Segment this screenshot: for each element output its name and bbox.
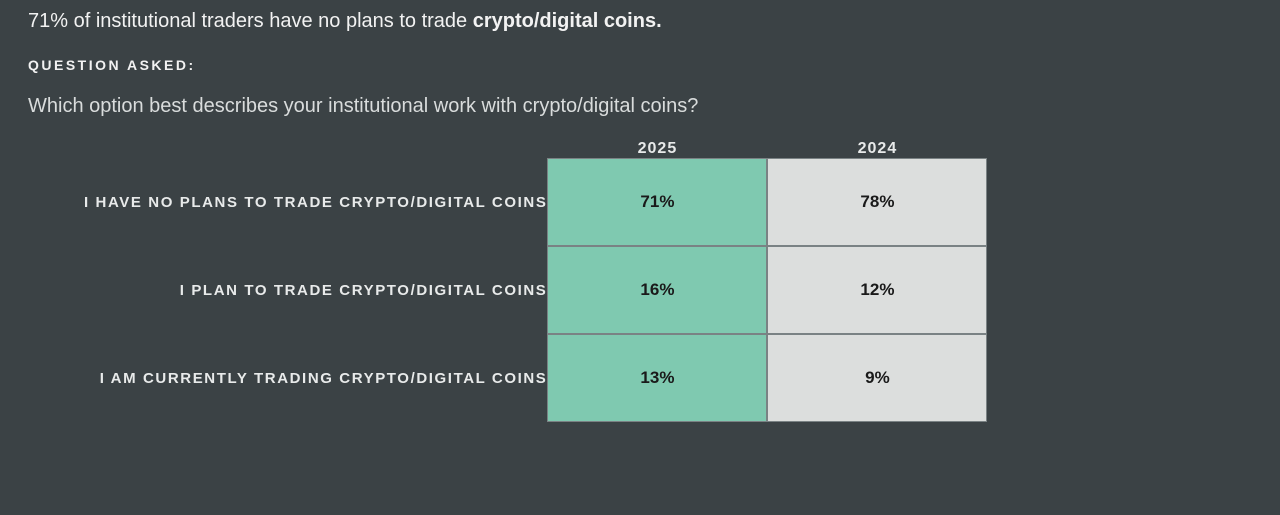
table-row: I HAVE NO PLANS TO TRADE CRYPTO/DIGITAL … (84, 158, 987, 246)
cell-r1-c1: 12% (767, 246, 987, 334)
table-header-row: 2025 2024 (84, 140, 987, 158)
survey-table: 2025 2024 I HAVE NO PLANS TO TRADE CRYPT… (84, 140, 987, 422)
headline: 71% of institutional traders have no pla… (28, 10, 1252, 33)
row-label: I AM CURRENTLY TRADING CRYPTO/DIGITAL CO… (84, 334, 547, 422)
question-text: Which option best describes your institu… (28, 95, 1252, 118)
cell-r2-c0: 13% (547, 334, 767, 422)
headline-bold: crypto/digital coins. (473, 10, 662, 32)
cell-r0-c0: 71% (547, 158, 767, 246)
table-corner-blank (84, 140, 547, 158)
cell-r2-c1: 9% (767, 334, 987, 422)
headline-prefix: 71% of institutional traders have no pla… (28, 10, 473, 32)
row-label: I PLAN TO TRADE CRYPTO/DIGITAL COINS (84, 246, 547, 334)
row-label: I HAVE NO PLANS TO TRADE CRYPTO/DIGITAL … (84, 158, 547, 246)
table-row: I PLAN TO TRADE CRYPTO/DIGITAL COINS 16%… (84, 246, 987, 334)
col-header-2024: 2024 (767, 140, 987, 158)
table-row: I AM CURRENTLY TRADING CRYPTO/DIGITAL CO… (84, 334, 987, 422)
col-header-2025: 2025 (547, 140, 767, 158)
question-asked-label: QUESTION ASKED: (28, 57, 1252, 73)
cell-r0-c1: 78% (767, 158, 987, 246)
cell-r1-c0: 16% (547, 246, 767, 334)
